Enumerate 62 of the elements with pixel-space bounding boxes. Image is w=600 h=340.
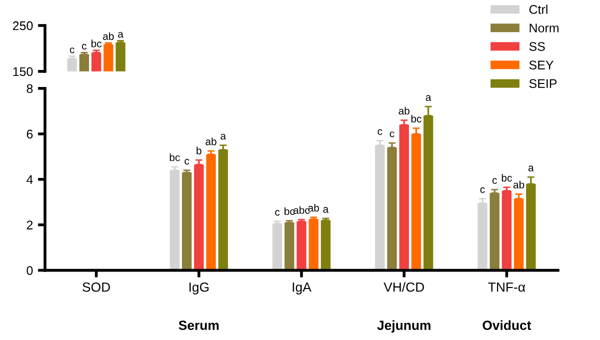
y-tick-label: 150 [13, 67, 33, 76]
data-label: a [528, 166, 534, 172]
bar [272, 224, 282, 270]
x-tick-label: SOD [82, 282, 110, 292]
data-label: a [426, 95, 432, 101]
data-label: ab [308, 204, 319, 212]
data-label: bc [411, 114, 422, 122]
bar [502, 190, 512, 270]
bar [387, 148, 397, 270]
y-tick-label: 250 [12, 21, 33, 30]
data-label: bc [502, 174, 512, 182]
legend-label: SEIP [529, 79, 557, 88]
data-label: ab [103, 32, 114, 40]
bar [182, 172, 192, 270]
y-tick-label: 0 [26, 266, 33, 275]
bar [308, 219, 318, 270]
data-label: b [196, 146, 202, 154]
legend-label: SS [529, 42, 545, 51]
bar [320, 220, 331, 270]
bar [490, 192, 500, 270]
data-label: c [70, 48, 74, 54]
data-label: c [275, 210, 280, 216]
text: Oviduct [482, 320, 532, 330]
data-label: abc [294, 206, 310, 214]
x-tick-label: TNF-α [488, 282, 526, 292]
data-label: a [323, 207, 329, 213]
data-label: bc [284, 207, 295, 216]
x-tick-label: IgA [292, 282, 312, 294]
x-tick-label: VH/CD [384, 282, 424, 292]
y-tick-label: 8 [26, 84, 33, 94]
bar [194, 164, 204, 270]
data-label: bc [170, 153, 180, 162]
data-label: c [480, 187, 485, 193]
data-label: ab [206, 138, 216, 146]
bar [284, 222, 294, 270]
data-label: c [492, 178, 497, 184]
bar [206, 154, 216, 270]
text: Serum [178, 320, 219, 330]
data-label: ab [513, 180, 524, 188]
y-tick-label: 6 [26, 130, 33, 139]
bar [399, 124, 409, 270]
y-tick-label: 4 [26, 175, 33, 184]
x-tick-label: IgG [189, 282, 209, 294]
data-label: c [82, 44, 87, 50]
bar [375, 145, 385, 270]
data-label: c [184, 158, 190, 165]
data-label: c [378, 129, 382, 135]
data-label: c [390, 132, 394, 138]
data-label: ab [398, 106, 410, 115]
data-label: a [118, 32, 124, 38]
y-tick-label: 2 [26, 220, 33, 230]
legend-label: Norm [530, 24, 558, 32]
bar [478, 203, 488, 270]
text: Jejunum [377, 320, 430, 333]
legend-label: Ctrl [529, 4, 548, 14]
legend-label: SEY [529, 60, 554, 70]
bar [296, 221, 306, 270]
bar [170, 170, 180, 270]
data-label: a [220, 134, 226, 140]
bar [514, 198, 524, 270]
data-label: bc [91, 40, 102, 48]
bar [218, 150, 228, 270]
